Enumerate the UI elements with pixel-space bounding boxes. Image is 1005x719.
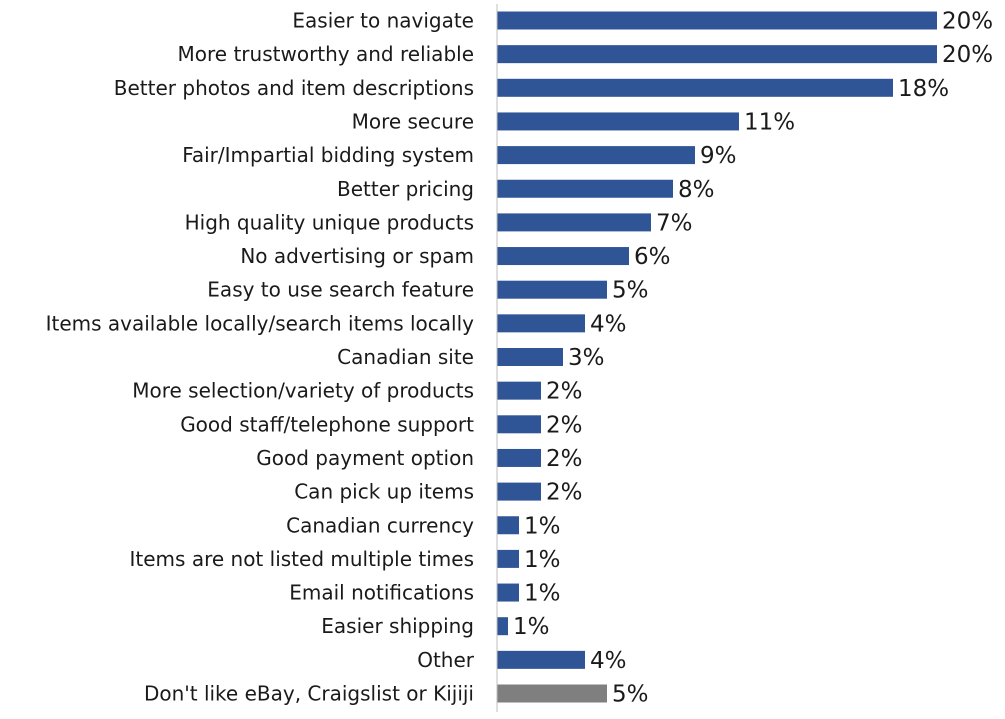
bar-0 [497,11,937,30]
value-label-20: 5% [612,682,649,708]
value-label-7: 6% [634,244,671,270]
value-label-18: 1% [513,614,550,640]
category-label-16: Items are not listed multiple times [130,547,474,571]
bar-1 [497,45,937,64]
category-label-10: Canadian site [337,345,474,369]
category-label-18: Easier shipping [321,614,474,638]
value-label-4: 9% [700,143,737,169]
bar-15 [497,516,519,535]
value-label-17: 1% [524,581,561,607]
category-label-0: Easier to navigate [292,9,474,33]
category-label-1: More trustworthy and reliable [178,42,474,66]
category-label-14: Can pick up items [294,480,474,504]
bar-12 [497,415,541,434]
bar-16 [497,549,519,568]
category-label-4: Fair/Impartial bidding system [182,143,474,167]
category-label-19: Other [417,648,475,672]
value-label-2: 18% [898,76,949,102]
bar-18 [497,617,508,636]
category-label-8: Easy to use search feature [207,278,474,302]
bar-10 [497,348,563,366]
value-label-8: 5% [612,278,649,304]
bar-7 [497,247,629,266]
value-label-12: 2% [546,412,583,438]
category-label-9: Items available locally/search items loc… [46,311,475,335]
bar-17 [497,583,519,602]
category-label-11: More selection/variety of products [132,379,474,403]
value-label-9: 4% [590,311,627,337]
category-label-5: Better pricing [337,177,474,201]
bars-layer [497,11,937,703]
bar-9 [497,314,585,333]
value-label-14: 2% [546,480,583,506]
bar-11 [497,381,541,400]
value-label-15: 1% [524,513,561,539]
bar-19 [497,650,585,669]
bar-4 [497,146,695,165]
category-label-6: High quality unique products [185,210,474,234]
value-label-3: 11% [744,109,795,135]
category-label-20: Don't like eBay, Craigslist or Kijiji [144,682,474,706]
bar-13 [497,448,541,467]
bar-20 [497,684,607,703]
value-label-16: 1% [524,547,561,573]
value-label-13: 2% [546,446,583,472]
bar-8 [497,280,607,299]
category-label-12: Good staff/telephone support [180,412,474,436]
category-label-13: Good payment option [256,446,474,470]
bar-2 [497,78,893,97]
bar-5 [497,179,673,198]
value-labels-layer: 20% 20% 18% 11% 9% 8% 7% 6% 5% 4% 3% 2% 2% 2% 2% 1% 1% 1%… [513,9,993,708]
value-label-0: 20% [942,9,993,35]
value-label-6: 7% [656,210,693,236]
category-label-15: Canadian currency [286,513,474,537]
bar-6 [497,213,651,232]
category-labels-layer: Easier to navigate More trustworthy and r… [46,9,475,706]
category-label-3: More secure [352,109,474,133]
category-label-7: No advertising or spam [240,244,474,268]
category-label-2: Better photos and item descriptions [114,76,474,100]
value-label-11: 2% [546,379,583,405]
bar-3 [497,112,739,131]
bar-14 [497,482,541,501]
value-label-19: 4% [590,648,627,674]
value-label-1: 20% [942,42,993,68]
value-label-5: 8% [678,177,715,203]
value-label-10: 3% [568,345,605,371]
category-label-17: Email notifications [289,581,474,605]
